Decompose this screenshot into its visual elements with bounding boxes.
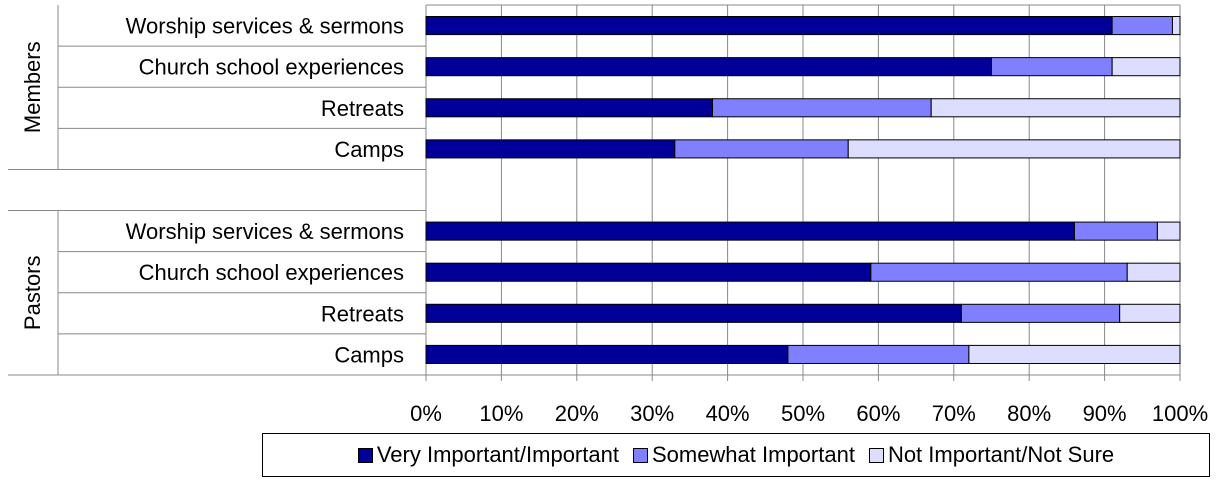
bar-segment bbox=[1171, 16, 1181, 36]
category-label: Retreats bbox=[321, 96, 404, 121]
bar-segment bbox=[674, 139, 849, 159]
x-tick-label: 10% bbox=[479, 401, 523, 426]
x-tick-label: 20% bbox=[555, 401, 599, 426]
legend-label: Very Important/Important bbox=[376, 442, 619, 467]
legend-item: Not Important/Not Sure bbox=[868, 442, 1115, 468]
bar-segment bbox=[847, 139, 1181, 159]
x-tick-label: 50% bbox=[781, 401, 825, 426]
bar-segment bbox=[1119, 303, 1181, 323]
legend: Very Important/Important Somewhat Importa… bbox=[262, 433, 1210, 477]
legend-swatch bbox=[632, 447, 648, 463]
bar-segment bbox=[425, 262, 872, 282]
bar-segment bbox=[425, 139, 676, 159]
bar-segment bbox=[991, 57, 1113, 77]
bar-segment bbox=[930, 98, 1181, 118]
legend-label: Somewhat Important bbox=[651, 442, 855, 467]
legend-swatch bbox=[868, 447, 884, 463]
bar-segment bbox=[425, 221, 1075, 241]
x-tick-label: 70% bbox=[932, 401, 976, 426]
x-tick-label: 100% bbox=[1152, 401, 1208, 426]
bar-segment bbox=[968, 344, 1181, 364]
group-label: Members bbox=[20, 41, 45, 133]
bar-segment bbox=[425, 98, 714, 118]
category-label: Retreats bbox=[321, 301, 404, 326]
group-label: Pastors bbox=[20, 255, 45, 330]
bar-segment bbox=[870, 262, 1128, 282]
category-label: Church school experiences bbox=[139, 260, 404, 285]
x-tick-label: 30% bbox=[630, 401, 674, 426]
bar-segment bbox=[425, 303, 962, 323]
bar-segment bbox=[425, 344, 789, 364]
bar-segment bbox=[787, 344, 970, 364]
bar-segment bbox=[1111, 57, 1181, 77]
legend-item: Very Important/Important bbox=[357, 442, 619, 468]
stacked-bar-chart: 0% 10% 20% 30% 40% 50% 60% 70% 80% 90% 100% Members… bbox=[8, 4, 1208, 426]
legend-item: Somewhat Important bbox=[632, 442, 855, 468]
x-tick-label: 40% bbox=[706, 401, 750, 426]
bar-segment bbox=[1111, 16, 1173, 36]
category-label: Worship services & sermons bbox=[126, 14, 404, 39]
bar-segment bbox=[425, 16, 1113, 36]
x-tick-label: 90% bbox=[1083, 401, 1127, 426]
legend-swatch bbox=[357, 447, 373, 463]
category-label: Camps bbox=[334, 342, 404, 367]
bar-segment bbox=[960, 303, 1121, 323]
x-tick-label: 60% bbox=[856, 401, 900, 426]
bar-segment bbox=[425, 57, 992, 77]
x-tick-label: 80% bbox=[1007, 401, 1051, 426]
category-label: Worship services & sermons bbox=[126, 219, 404, 244]
bar-segment bbox=[1126, 262, 1181, 282]
x-tick-label: 0% bbox=[410, 401, 442, 426]
bar-segment bbox=[1073, 221, 1158, 241]
category-label: Church school experiences bbox=[139, 55, 404, 80]
category-label: Camps bbox=[334, 137, 404, 162]
legend-label: Not Important/Not Sure bbox=[887, 442, 1115, 467]
bar-segment bbox=[1156, 221, 1181, 241]
bar-segment bbox=[712, 98, 932, 118]
